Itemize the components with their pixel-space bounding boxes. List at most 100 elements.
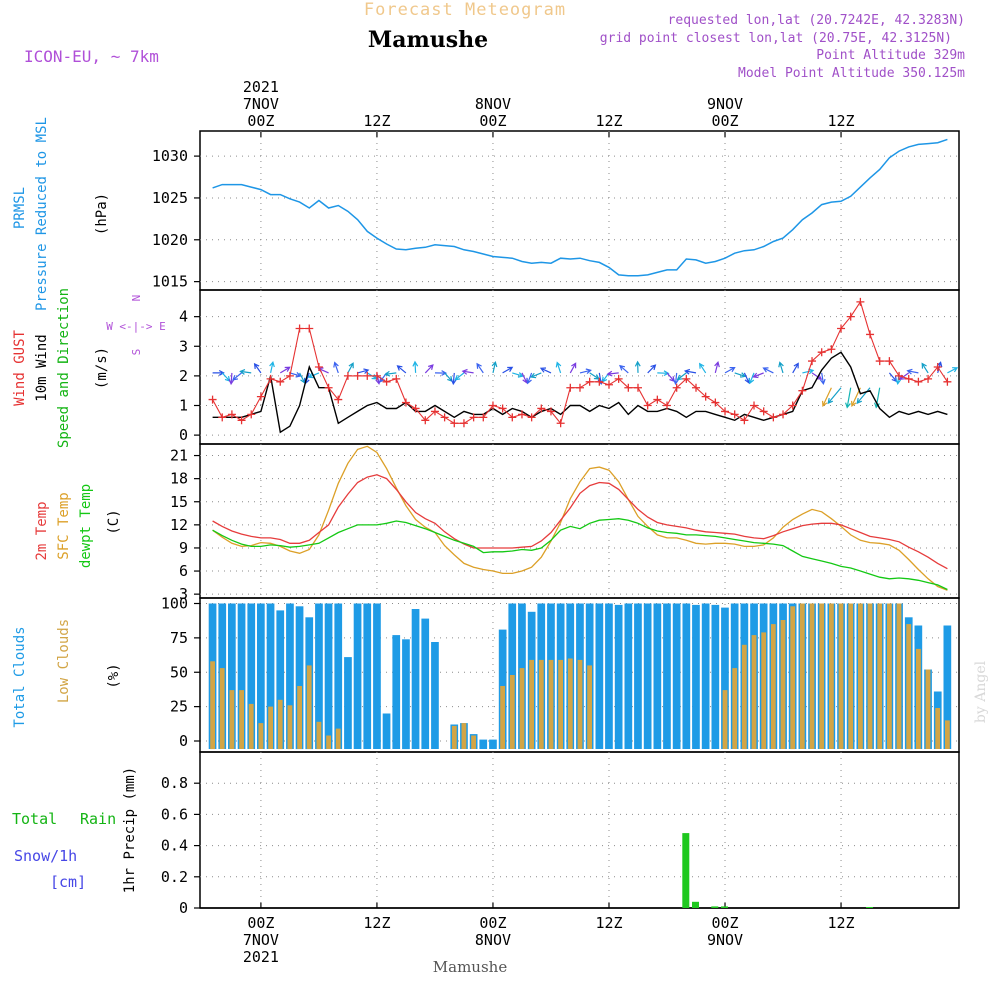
compass-north: N — [130, 295, 143, 302]
wind-gust-marker — [527, 413, 536, 422]
pressure-y-tick-label: 1030 — [152, 147, 188, 165]
low-cloud-bar — [239, 690, 244, 749]
total-cloud-bar — [663, 603, 671, 749]
temp-side-labels: 2m Temp SFC Temp dewpt Temp (C) — [34, 484, 122, 568]
wind-direction-arrow — [212, 369, 225, 376]
compass-ew: W <-|-> E — [106, 320, 166, 333]
low-cloud-bar — [858, 603, 863, 749]
top-time-label: 7NOV — [243, 95, 279, 113]
wind-direction-arrow — [502, 366, 514, 374]
low-cloud-bar — [809, 603, 815, 749]
total-cloud-bar — [479, 739, 488, 749]
precip-y-axis: 0 0.2 0.4 0.6 0.8 — [161, 774, 200, 917]
pressure-side-labels: PRMSL Pressure Reduced to MSL (hPa) — [12, 117, 110, 311]
temp-y-tick-label: 15 — [170, 493, 188, 511]
wind-gust-marker — [363, 371, 372, 380]
wind-direction-arrow — [606, 370, 619, 377]
bottom-time-label: 00Z — [711, 914, 738, 932]
wind-direction-arrow — [657, 370, 670, 377]
wind-direction-arrow — [434, 370, 448, 376]
wind-direction-arrow — [845, 387, 852, 409]
wind-direction-arrow — [647, 364, 657, 374]
low-cloud-bar — [316, 721, 322, 750]
low-cloud-bar — [799, 603, 805, 749]
temp-series — [212, 445, 948, 591]
precip-y-tick-label: 0.4 — [161, 837, 188, 855]
wind-gust-marker — [324, 383, 333, 392]
wind-gust-marker — [895, 371, 904, 380]
pressure-frame — [199, 130, 960, 291]
wind-gust-marker — [711, 398, 720, 407]
wind-direction-arrow — [676, 372, 687, 381]
temp-label-2m: 2m Temp — [34, 501, 50, 560]
wind-direction-arrow — [529, 372, 542, 379]
total-cloud-bar — [373, 603, 381, 749]
low-cloud-bar — [587, 665, 592, 749]
wind-gust-marker — [837, 324, 846, 333]
pressure-y-axis: 1015 1020 1025 1030 — [152, 147, 200, 291]
wind-gust-marker — [537, 404, 546, 413]
low-cloud-bar — [829, 603, 834, 749]
low-cloud-bar — [335, 728, 341, 749]
temp-label-sfc: SFC Temp — [56, 492, 72, 559]
header-gridpoint: grid point closest lon,lat (20.75E, 42.3… — [600, 31, 952, 46]
wind-gust-marker — [856, 297, 865, 306]
total-cloud-bar — [228, 603, 236, 749]
precip-label-total: Total — [12, 810, 57, 828]
wind-direction-arrow — [822, 387, 832, 408]
wind-gust-marker — [372, 371, 381, 380]
wind-10m-line — [212, 351, 948, 434]
low-cloud-bar — [577, 659, 583, 749]
panel-clouds: Total Clouds Low Clouds (%) 0 25 50 75 100 b… — [12, 595, 989, 753]
total-cloud-bar — [392, 635, 401, 749]
low-cloud-bar — [838, 603, 844, 749]
wind-direction-arrow — [333, 361, 339, 374]
wind-gust-marker — [276, 377, 285, 386]
clouds-y-tick-label: 25 — [170, 698, 188, 716]
wind-y-tick-label: 1 — [179, 397, 188, 415]
wind-gust-marker — [595, 377, 604, 386]
total-cloud-bar — [595, 603, 604, 749]
wind-gust-marker — [798, 386, 807, 395]
wind-gust-marker — [643, 401, 652, 410]
rain-bar — [711, 906, 719, 908]
wind-gust-marker — [411, 404, 420, 413]
clouds-label-low: Low Clouds — [56, 619, 72, 703]
wind-gust-marker — [459, 419, 468, 428]
temp-frame — [199, 443, 960, 599]
low-cloud-bar — [935, 708, 941, 749]
top-time-label: 2021 — [243, 78, 279, 96]
total-cloud-bar — [643, 603, 652, 749]
wind-gust-marker — [450, 419, 459, 428]
wind-gust-marker — [885, 357, 894, 366]
bottom-time-label: 7NOV — [243, 931, 279, 949]
low-cloud-bar — [277, 699, 283, 750]
bottom-time-label: 12Z — [595, 914, 622, 932]
wind-gust-marker — [575, 383, 584, 392]
clouds-y-axis: 0 25 50 75 100 — [161, 595, 200, 750]
total-cloud-bar — [605, 603, 613, 749]
wind-gust-marker — [585, 377, 594, 386]
low-cloud-bar — [567, 658, 573, 749]
wind-frame — [199, 289, 960, 445]
clouds-side-labels: Total Clouds Low Clouds (%) — [12, 619, 122, 728]
low-cloud-bar — [248, 703, 254, 749]
wind-gust-marker — [721, 407, 730, 416]
low-cloud-bar — [916, 648, 921, 749]
wind-gust-marker — [392, 374, 401, 383]
precip-label-rain: Rain — [80, 810, 116, 828]
wind-gust-marker — [769, 413, 778, 422]
wind-gust-marker — [904, 374, 913, 383]
pressure-unit: (hPa) — [94, 193, 110, 235]
wind-gust-marker — [218, 413, 227, 422]
wind-gust-marker — [750, 401, 759, 410]
pressure-y-tick-label: 1020 — [152, 231, 188, 249]
wind-gust-marker — [875, 357, 884, 366]
header-supertitle: Forecast Meteogram — [364, 0, 566, 20]
low-cloud-bar — [326, 735, 331, 749]
wind-gust-marker — [430, 407, 439, 416]
total-cloud-bar — [431, 642, 439, 749]
wind-direction-arrow — [714, 360, 720, 374]
wind-gust-marker — [295, 324, 304, 333]
wind-side-labels: Wind GUST 10m Wind Speed and Direction (… — [12, 288, 166, 448]
